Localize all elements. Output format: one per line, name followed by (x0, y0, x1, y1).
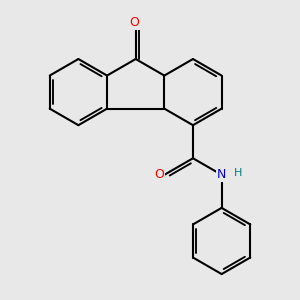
Text: H: H (234, 168, 242, 178)
Text: N: N (217, 168, 226, 181)
Text: O: O (129, 16, 139, 29)
Text: O: O (154, 168, 164, 181)
